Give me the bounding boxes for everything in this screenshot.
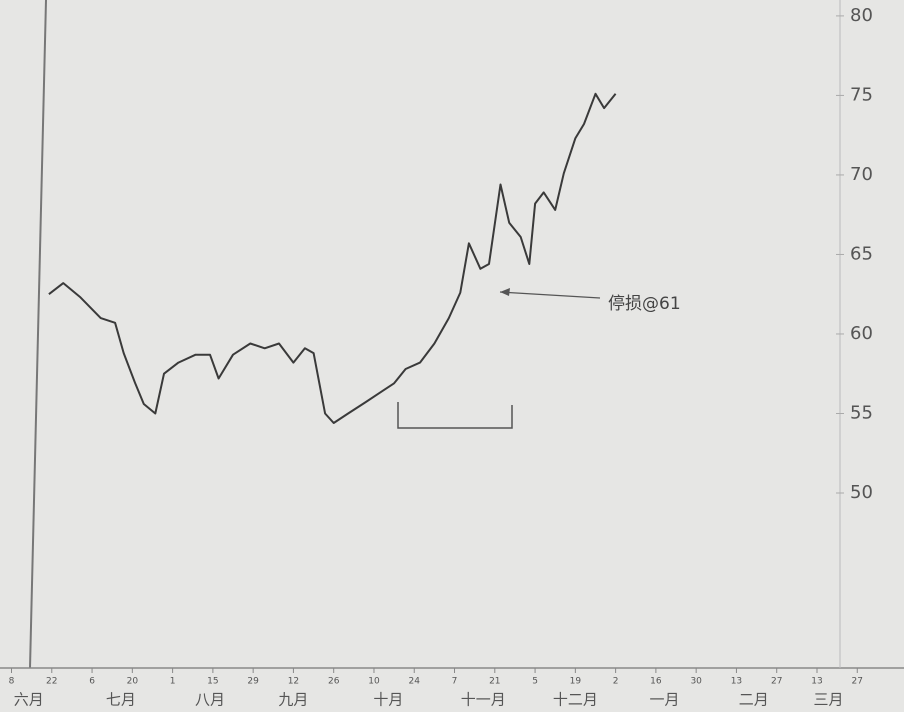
x-tick-label: 13 xyxy=(731,677,742,687)
x-tick-label: 26 xyxy=(328,677,340,687)
y-tick-label: 80 xyxy=(850,5,873,26)
annotation-arrow xyxy=(499,291,601,299)
month-label: 六月 xyxy=(14,691,44,709)
y-tick-label: 60 xyxy=(850,323,873,344)
x-tick-label: 16 xyxy=(650,677,662,687)
y-tick-label: 65 xyxy=(850,243,873,264)
x-tick-label: 5 xyxy=(532,677,538,687)
month-label: 九月 xyxy=(278,691,308,709)
x-tick-label: 24 xyxy=(409,677,421,687)
x-tick-label: 27 xyxy=(852,677,863,687)
y-tick-label: 70 xyxy=(850,164,873,185)
x-tick-label: 13 xyxy=(811,677,822,687)
bracket xyxy=(397,402,513,429)
month-label: 十月 xyxy=(373,691,403,709)
x-tick-label: 15 xyxy=(207,677,218,687)
price-line xyxy=(48,92,617,424)
x-tick-label: 12 xyxy=(288,677,299,687)
x-tick-label: 10 xyxy=(368,677,380,687)
x-tick-label: 7 xyxy=(452,677,458,687)
month-label: 八月 xyxy=(195,691,225,709)
arrow-head xyxy=(500,288,510,296)
y-tick-label: 75 xyxy=(850,84,873,105)
x-tick-label: 2 xyxy=(613,677,619,687)
month-label: 一月 xyxy=(650,691,680,709)
annotation: 停损@61 xyxy=(608,294,681,314)
month-label: 十一月 xyxy=(461,691,506,709)
x-tick-label: 27 xyxy=(771,677,782,687)
x-tick-label: 20 xyxy=(127,677,139,687)
month-label: 十二月 xyxy=(553,691,598,709)
month-label: 七月 xyxy=(106,691,136,709)
x-tick-label: 6 xyxy=(89,677,95,687)
x-tick-label: 19 xyxy=(570,677,582,687)
x-tick-label: 1 xyxy=(170,677,176,687)
x-tick-label: 22 xyxy=(46,677,57,687)
x-tick-label: 8 xyxy=(9,677,15,687)
month-label: 三月 xyxy=(813,691,843,709)
month-label: 二月 xyxy=(739,691,769,709)
y-tick-label: 50 xyxy=(850,482,873,503)
y-tick-label: 55 xyxy=(850,402,873,423)
x-tick-label: 21 xyxy=(489,677,500,687)
left-border xyxy=(29,0,47,669)
x-tick-label: 30 xyxy=(690,677,702,687)
x-tick-label: 29 xyxy=(247,677,259,687)
